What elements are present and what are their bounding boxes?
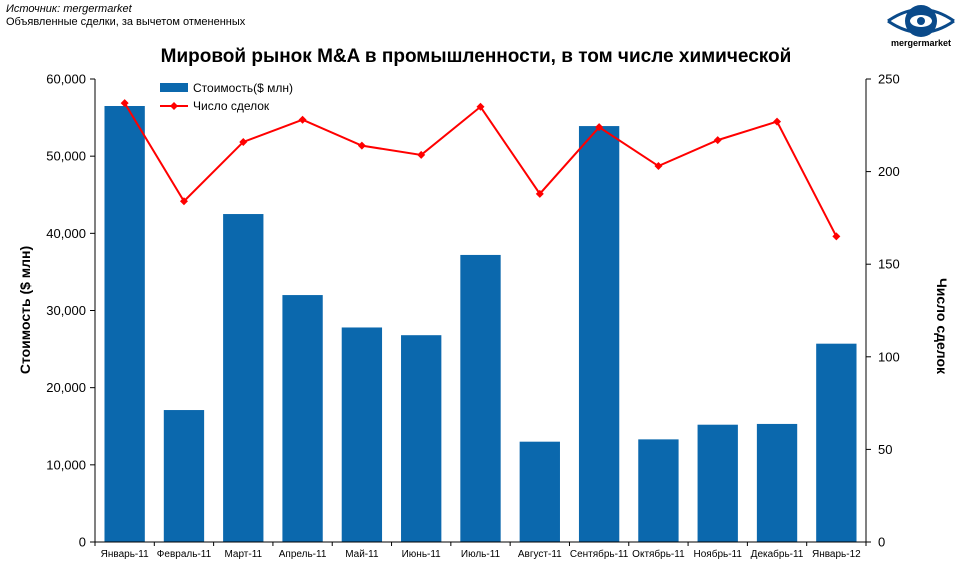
y-tick-label: 30,000 [46,303,86,318]
legend-bar-label: Стоимость($ млн) [193,81,293,95]
axes: 0 10,000 20,000 30,000 40,000 50,000 60,000 0 50… [46,72,899,561]
x-tick-label: Май-11 [345,549,379,560]
bar [341,327,383,542]
deals-point [417,150,426,159]
x-tick-label: Апрель-11 [279,549,327,560]
deals-point [179,197,188,206]
x-tick-label: Февраль-11 [157,549,212,560]
deals-point [239,137,248,146]
bar [697,424,738,542]
bar [223,214,264,542]
y-tick-label: 20,000 [46,380,86,395]
bar [282,295,323,542]
y-tick-label: 10,000 [46,457,86,472]
x-tick-label: Январь-11 [101,549,149,560]
deals-point [357,141,366,150]
x-tick-label: Август-11 [518,549,562,560]
y2-tick-label: 200 [878,164,900,179]
deals-point [832,232,841,241]
y-tick-label: 60,000 [46,72,86,87]
bar-series [104,106,857,543]
bar [816,343,857,542]
x-tick-label: Октябрь-11 [632,548,685,560]
y-tick-label: 50,000 [46,149,86,164]
y-axis-label: Стоимость ($ млн) [17,246,33,374]
deals-point [773,117,782,126]
deals-point [535,189,544,198]
deals-point [713,136,722,145]
bar [519,441,560,542]
x-tick-label: Декабрь-11 [751,548,804,560]
legend: Стоимость($ млн) Число сделок [160,81,293,113]
bar [460,254,501,542]
y2-tick-label: 250 [878,72,900,87]
deals-point [476,102,485,111]
y2-tick-label: 0 [878,535,885,550]
y2-tick-label: 100 [878,349,900,364]
bar [104,106,145,542]
x-tick-label: Июнь-11 [402,549,442,560]
mergermarket-logo-icon [887,5,955,37]
bar [756,423,798,542]
bar [638,439,679,542]
source-note: Источник: mergermarket Объявленные сделк… [6,3,245,29]
y-tick-label: 40,000 [46,226,86,241]
y2-tick-label: 50 [878,442,892,457]
y2-axis-label: Число сделок [934,278,950,375]
bar [163,410,205,542]
legend-line-label: Число сделок [193,99,270,113]
deals-point [120,99,129,108]
y2-tick-label: 150 [878,257,900,272]
x-tick-label: Ноябрь-11 [694,548,743,560]
chart-title: Мировой рынок M&A в промышленности, в то… [161,46,792,67]
source-line: Источник: mergermarket [6,3,132,15]
bar [401,335,442,542]
bar [578,126,620,543]
note-line: Объявленные сделки, за вычетом отмененны… [6,16,246,28]
deals-point [298,115,307,124]
deals-point [595,123,604,132]
deals-point [654,162,663,171]
x-tick-label: Сентябрь-11 [570,548,629,560]
line-series [120,99,841,241]
x-tick-label: Март-11 [224,549,262,560]
legend-bar-swatch [160,83,188,92]
legend-line-marker [170,102,178,110]
y-tick-label: 0 [79,535,86,550]
logo-text: mergermarket [890,38,952,48]
x-tick-label: Июль-11 [461,549,501,560]
x-tick-label: Январь-12 [812,549,861,560]
